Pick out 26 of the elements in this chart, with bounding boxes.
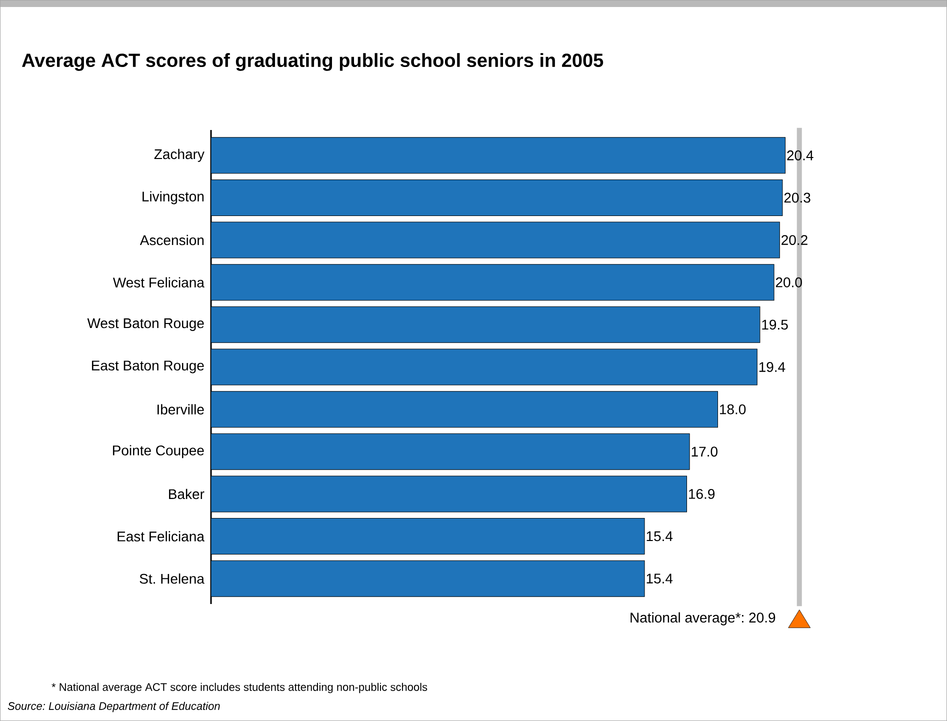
ref-line-label: National average*: 20.9 — [630, 612, 776, 626]
data-label: 18.0 — [720, 404, 746, 414]
y-tick-label: Iberville — [158, 404, 204, 414]
data-label: 15.4 — [646, 574, 673, 584]
y-tick-label: East Feliciana — [118, 531, 204, 542]
data-label: 20.4 — [787, 150, 814, 160]
data-label: 19.5 — [762, 320, 788, 330]
data-label: 15.4 — [646, 531, 673, 542]
data-label: 20.2 — [782, 235, 808, 245]
y-tick-label: Zachary — [154, 148, 204, 162]
y-tick-label: St. Helena — [140, 573, 204, 584]
text: * National average ACT score includes students attending non-public schools — [52, 682, 428, 694]
y-tick-label: Livingston — [142, 191, 204, 204]
data-label: 19.4 — [759, 362, 786, 372]
y-tick-label: East Baton Rouge — [92, 360, 204, 374]
y-tick-label: Baker — [169, 488, 204, 500]
data-label: 16.9 — [689, 489, 715, 499]
data-label: 17.0 — [692, 446, 718, 457]
y-tick-label: West Baton Rouge — [87, 318, 204, 331]
chart-title: Average ACT scores of graduating public school seniors in 2005 — [22, 53, 604, 71]
data-label: 20.0 — [776, 277, 802, 288]
source-note: Source: Louisiana Department of Education — [8, 702, 220, 712]
y-tick-label: Pointe Coupee — [112, 445, 204, 458]
y-tick-label: West Feliciana — [112, 277, 204, 288]
data-label: 20.3 — [784, 192, 810, 203]
y-tick-label: Ascension — [140, 234, 204, 246]
